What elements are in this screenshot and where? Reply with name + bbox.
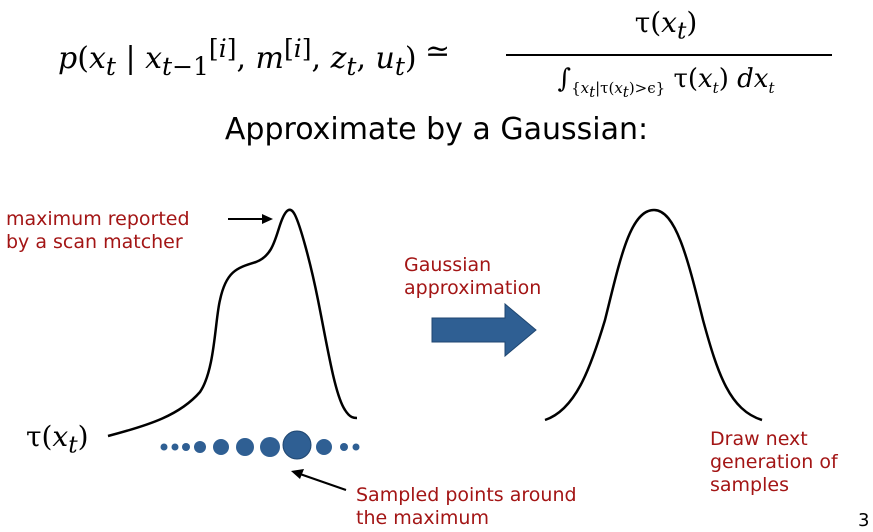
sample-dot (282, 430, 312, 460)
fraction-numerator: τ(xt) (634, 6, 698, 45)
sample-dot (260, 437, 280, 457)
draw-label-line2: generation of (710, 451, 838, 473)
maximum-label-line2: by a scan matcher (6, 231, 183, 253)
sample-dot (194, 441, 206, 453)
gaussian-curve (544, 208, 763, 422)
sample-dot (160, 443, 168, 451)
maximum-pointer-head (262, 214, 273, 224)
formula-lhs: p(xt | xt−1[i], m[i], zt, ut) (58, 34, 417, 81)
scan-matcher-curve (107, 208, 358, 438)
fraction-denominator: ∫{xt|τ(xt)>ϵ} τ(xt) dxt (557, 64, 775, 102)
draw-label-line3: samples (710, 474, 789, 496)
fraction-bar (506, 54, 832, 56)
gaussian-approximation-arrow (431, 302, 537, 358)
subtitle: Approximate by a Gaussian: (224, 112, 649, 147)
draw-label-line1: Draw next (710, 428, 808, 450)
gaussian-label-line1: Gaussian (404, 254, 492, 276)
sampled-label-line2: the maximum (356, 507, 489, 529)
sampled-pointer-head (291, 469, 304, 479)
tau-label: τ(xt) (26, 420, 89, 459)
maximum-label-line1: maximum reported (6, 208, 190, 230)
sample-dot (182, 443, 190, 451)
sampled-label-line1: Sampled points around (356, 484, 577, 506)
sampled-pointer-line (299, 473, 347, 491)
sampled-points-label: Sampled points around the maximum (356, 484, 577, 530)
gaussian-label-line2: approximation (404, 277, 542, 299)
sample-dot (213, 439, 229, 455)
page-number: 3 (858, 510, 870, 531)
formula-p: p(xt | xt−1[i], m[i], zt, ut) (58, 34, 417, 81)
gaussian-approximation-label: Gaussian approximation (404, 254, 541, 300)
sample-dot (236, 438, 254, 456)
formula-fraction: τ(xt) ∫{xt|τ(xt)>ϵ} τ(xt) dxt (500, 6, 832, 122)
sample-dot (340, 443, 348, 451)
draw-next-label: Draw next generation of samples (710, 428, 838, 497)
sample-dot (171, 443, 179, 451)
maximum-label: maximum reported by a scan matcher (6, 208, 190, 254)
sample-dot (352, 443, 360, 451)
approx-symbol: ≃ (425, 34, 451, 69)
sample-dot (316, 439, 332, 455)
